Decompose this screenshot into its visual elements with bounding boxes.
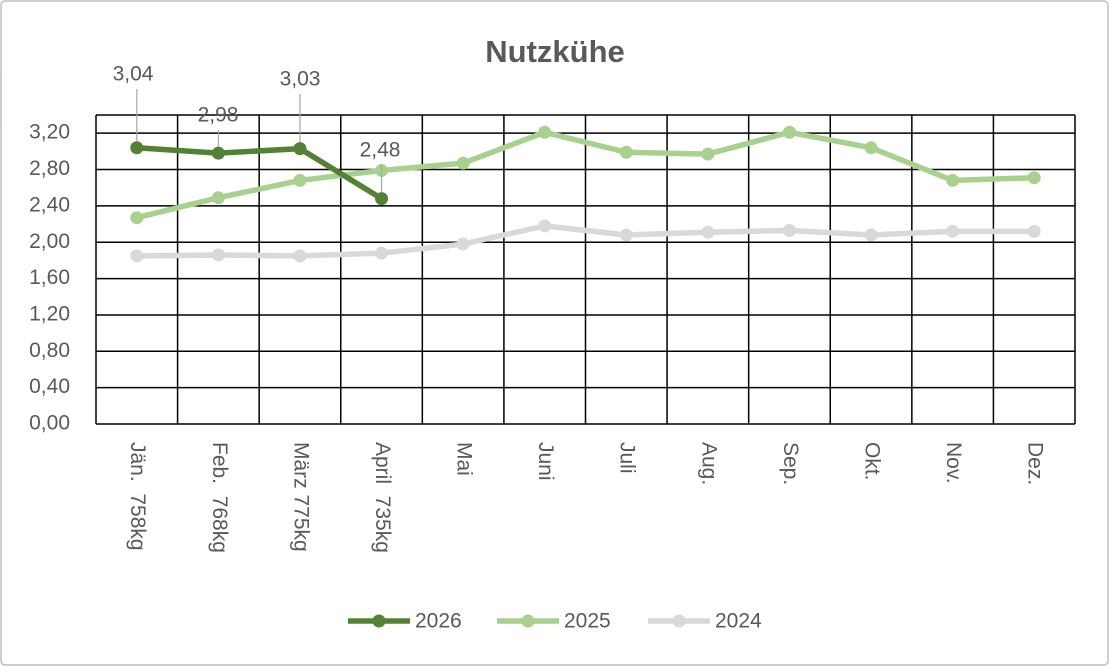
legend-marker bbox=[521, 614, 535, 628]
legend-marker bbox=[372, 614, 386, 628]
legend-label: 2025 bbox=[564, 610, 611, 633]
series-line bbox=[136, 129, 1035, 221]
data-point bbox=[946, 173, 960, 187]
x-tick-label: Juli bbox=[616, 442, 639, 474]
y-tick-label: 0,00 bbox=[29, 412, 70, 435]
data-point bbox=[375, 246, 389, 260]
x-tick-label: Juni bbox=[534, 442, 557, 481]
data-point bbox=[701, 147, 715, 161]
data-point bbox=[456, 237, 470, 251]
y-tick-label: 2,80 bbox=[29, 157, 70, 180]
y-tick-label: 1,60 bbox=[29, 266, 70, 289]
data-point bbox=[211, 248, 225, 262]
data-point bbox=[1027, 171, 1041, 185]
y-tick-label: 0,80 bbox=[29, 339, 70, 362]
series-line bbox=[136, 144, 383, 201]
data-label: 3,04 bbox=[113, 63, 154, 86]
legend-marker bbox=[672, 614, 686, 628]
data-point bbox=[946, 224, 960, 238]
data-point bbox=[211, 146, 225, 160]
y-tick-label: 3,20 bbox=[29, 121, 70, 144]
x-tick-label: Mai bbox=[453, 442, 476, 476]
data-point bbox=[375, 192, 389, 206]
data-label: 2,98 bbox=[198, 104, 239, 127]
data-point bbox=[701, 225, 715, 239]
legend-label: 2024 bbox=[715, 610, 762, 633]
y-tick-label: 2,00 bbox=[29, 230, 70, 253]
y-tick-label: 2,40 bbox=[29, 193, 70, 216]
data-point bbox=[538, 125, 552, 139]
data-point bbox=[130, 249, 144, 263]
data-point bbox=[456, 156, 470, 170]
data-point bbox=[293, 142, 307, 156]
data-point bbox=[130, 211, 144, 225]
data-point bbox=[782, 125, 796, 139]
data-point bbox=[538, 219, 552, 233]
data-label: 2,48 bbox=[360, 139, 401, 162]
y-tick-label: 1,20 bbox=[29, 302, 70, 325]
x-tick-label: März 775kg bbox=[289, 442, 312, 552]
data-point bbox=[782, 223, 796, 237]
data-point bbox=[619, 145, 633, 159]
data-label: 3,03 bbox=[280, 68, 321, 91]
data-point bbox=[1027, 224, 1041, 238]
x-tick-label: Nov. bbox=[942, 442, 965, 484]
data-point bbox=[293, 249, 307, 263]
data-point bbox=[864, 228, 878, 242]
x-tick-label: Dez. bbox=[1024, 442, 1047, 485]
x-tick-label: Aug. bbox=[697, 442, 720, 485]
chart-title: Nutzkühe bbox=[485, 34, 625, 69]
data-point bbox=[864, 141, 878, 155]
data-point bbox=[619, 228, 633, 242]
x-tick-label: Jän. 758kg bbox=[126, 442, 149, 551]
y-tick-label: 0,40 bbox=[29, 375, 70, 398]
data-point bbox=[211, 191, 225, 205]
x-tick-label: Feb. 768kg bbox=[208, 442, 231, 553]
legend-label: 2026 bbox=[415, 610, 462, 633]
data-point bbox=[293, 173, 307, 187]
x-tick-label: Sep. bbox=[779, 442, 802, 485]
series-line bbox=[136, 223, 1035, 259]
x-tick-label: April 735kg bbox=[371, 442, 394, 553]
x-tick-label: Okt. bbox=[860, 442, 883, 481]
data-point bbox=[130, 141, 144, 155]
